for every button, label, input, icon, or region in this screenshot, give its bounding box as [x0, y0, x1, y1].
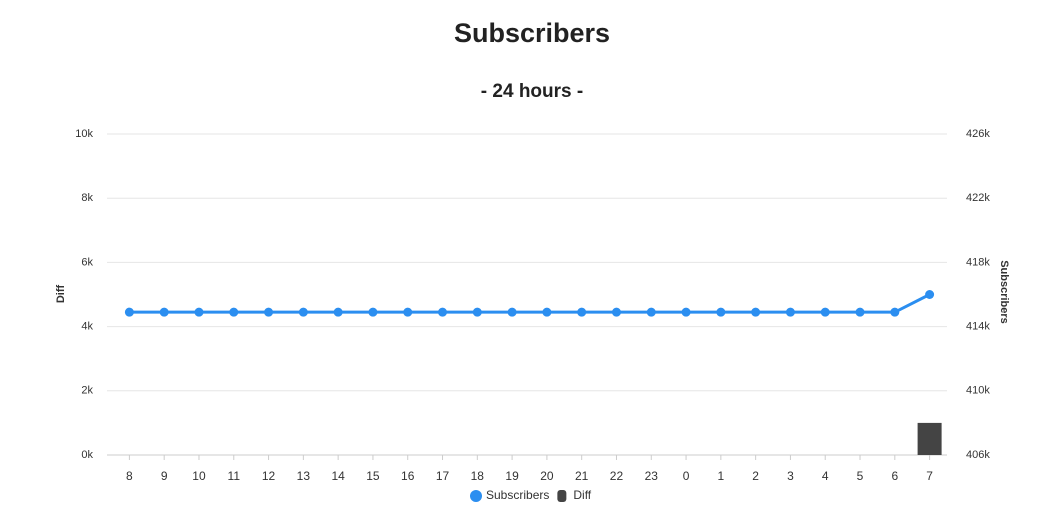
y2-tick-label: 414k — [966, 321, 990, 333]
y2-tick-label: 406k — [966, 449, 990, 461]
x-tick-label: 5 — [857, 469, 864, 483]
point — [368, 307, 378, 317]
legend-marker — [470, 490, 482, 502]
x-tick-label: 19 — [505, 469, 519, 483]
bar — [917, 422, 942, 455]
legend-label: Diff — [573, 488, 591, 502]
point — [890, 307, 900, 317]
x-tick-label: 4 — [822, 469, 829, 483]
x-tick-label: 1 — [718, 469, 725, 483]
x-tick-label: 20 — [540, 469, 554, 483]
y2-tick-label: 426k — [966, 128, 990, 140]
x-tick-label: 15 — [366, 469, 380, 483]
point — [611, 307, 621, 317]
point — [542, 307, 552, 317]
x-tick-label: 9 — [161, 469, 168, 483]
x-tick-label: 22 — [610, 469, 624, 483]
legend-marker — [557, 490, 567, 502]
point — [507, 307, 517, 317]
x-tick-label: 2 — [752, 469, 759, 483]
x-tick-label: 7 — [926, 469, 933, 483]
point — [785, 307, 795, 317]
point — [159, 307, 169, 317]
y-tick-label: 8k — [81, 192, 93, 204]
y-tick-label: 0k — [81, 449, 93, 461]
chart-title: Subscribers — [454, 18, 610, 48]
point — [751, 307, 761, 317]
x-tick-label: 11 — [228, 469, 241, 483]
point — [855, 307, 865, 317]
x-tick-label: 18 — [471, 469, 485, 483]
y2-axis-title: Subscribers — [998, 260, 1010, 324]
x-tick-label: 13 — [297, 469, 311, 483]
x-tick-label: 21 — [575, 469, 589, 483]
point — [333, 307, 343, 317]
x-tick-label: 23 — [645, 469, 659, 483]
point — [438, 307, 448, 317]
y-axis-title: Diff — [55, 285, 67, 304]
y2-tick-label: 418k — [966, 256, 990, 268]
point — [646, 307, 656, 317]
y-tick-label: 4k — [81, 321, 93, 333]
point — [229, 307, 239, 317]
x-tick-label: 14 — [331, 469, 345, 483]
point — [298, 307, 308, 317]
x-tick-label: 12 — [262, 469, 276, 483]
y2-tick-label: 422k — [966, 192, 990, 204]
y-tick-label: 10k — [75, 128, 93, 140]
y-tick-label: 6k — [81, 256, 93, 268]
line — [129, 293, 931, 314]
point — [403, 307, 413, 317]
chart-subtitle: - 24 hours - — [481, 81, 583, 102]
legend-label: Subscribers — [486, 488, 549, 502]
x-tick-label: 17 — [436, 469, 450, 483]
x-tick-label: 0 — [683, 469, 690, 483]
x-tick-label: 8 — [126, 469, 133, 483]
point — [264, 307, 274, 317]
x-tick-label: 6 — [891, 469, 898, 483]
x-tick-label: 10 — [192, 469, 206, 483]
point — [472, 307, 482, 317]
point — [577, 307, 587, 317]
point — [194, 307, 204, 317]
x-tick-label: 16 — [401, 469, 415, 483]
point — [820, 307, 830, 317]
point — [716, 307, 726, 317]
point — [681, 307, 691, 317]
y-tick-label: 2k — [81, 385, 93, 397]
point — [925, 290, 935, 299]
point — [124, 307, 134, 317]
x-tick-label: 3 — [787, 469, 794, 483]
y2-tick-label: 410k — [966, 385, 990, 397]
